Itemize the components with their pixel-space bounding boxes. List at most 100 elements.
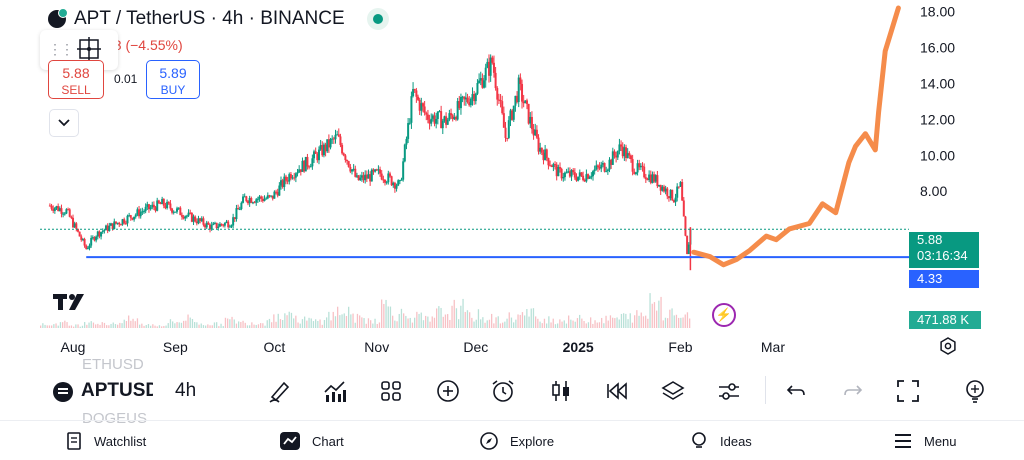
candle-body [189,212,192,214]
add-plus-icon[interactable] [435,378,461,404]
idea-bulb-icon[interactable] [962,378,988,404]
volume-bar [361,317,363,328]
alarm-clock-icon[interactable] [490,378,516,404]
volume-bar [436,308,438,328]
volume-bar [114,324,117,328]
volume-bar [249,325,251,328]
volume-bar [422,320,425,328]
drag-handle-icon[interactable]: ⋮⋮ [48,41,74,57]
candle-body [342,153,345,156]
layouts-grid-icon[interactable] [378,378,404,404]
volume-bar [257,324,260,328]
indicators-icon[interactable] [322,378,348,404]
volume-bar [286,315,288,328]
candle-body [367,174,370,179]
volume-bar [482,317,484,328]
candle-body [195,221,198,224]
hamburger-menu-icon [895,434,911,448]
candle-body [656,175,659,187]
volume-bar [392,315,394,328]
volume-bar [519,314,521,328]
volume-bar [642,316,645,328]
candle-body [233,217,236,220]
volume-bar [224,317,227,328]
candle-body [440,111,443,129]
candle-body [407,123,410,139]
candle-body [197,218,200,224]
candle-body [420,103,423,111]
candle-body [473,93,476,102]
candle-body [347,161,350,167]
sell-button[interactable]: 5.88 SELL [48,60,104,99]
candle-body [225,221,228,223]
volume-bar [163,325,165,328]
candle-body [118,222,121,225]
candle-body [468,102,471,106]
replay-rewind-icon[interactable] [604,378,630,404]
volume-bar [631,322,634,328]
undo-icon[interactable] [783,378,809,404]
volume-bar [431,316,433,328]
market-status-icon[interactable] [366,8,389,30]
volume-bar [110,323,112,328]
volume-bar [99,324,101,328]
volume-bar [656,310,658,328]
nav-ideas-label: Ideas [720,433,752,449]
redo-icon[interactable] [840,378,866,404]
buy-button[interactable]: 5.89 BUY [146,60,200,99]
volume-bar [605,315,607,328]
volume-bar [594,320,596,328]
volume-bar [356,313,359,328]
volume-bar [387,306,389,328]
lightning-event-icon[interactable]: ⚡ [712,303,736,327]
price-chart[interactable]: 18.00 16.00 14.00 12.00 10.00 8.00 Aug Sep Oct N… [0,0,1024,360]
symbol-header[interactable]: APT / TetherUS · 4h · BINANCE [48,8,389,30]
move-tool-icon[interactable] [76,36,102,62]
candle-body [616,151,619,158]
volume-bar [438,306,440,328]
candle-body [562,177,565,179]
candle-body [549,165,552,167]
volume-bar [231,316,233,328]
nav-explore[interactable]: Explore [480,422,554,460]
candles-chart-type-icon[interactable] [548,378,574,404]
chart-settings-icon[interactable] [939,337,957,355]
symbol-selector[interactable]: APTUSDT [81,380,153,401]
candle-body [451,115,454,120]
volume-bar [75,324,77,328]
volume-bar [66,322,68,328]
nav-menu[interactable]: Menu [894,422,957,460]
volume-bar [194,322,196,328]
candle-body [554,164,557,166]
symbol-title[interactable]: APT / TetherUS · 4h · BINANCE [74,8,345,29]
candle-body [248,198,251,204]
candle-body [76,228,79,232]
volume-bar [581,318,583,328]
fullscreen-icon[interactable] [895,378,921,404]
candle-body [578,172,581,177]
candle-body [481,78,484,88]
sell-label: SELL [61,83,91,97]
nav-watchlist[interactable]: Watchlist [66,422,146,460]
volume-bar [477,309,480,328]
brush-tool-icon[interactable] [267,378,293,404]
nav-chart[interactable]: Chart [280,422,344,460]
layers-icon[interactable] [660,378,686,404]
volume-bar [77,324,79,328]
candle-body [96,231,99,237]
volume-bar [141,323,143,328]
volume-bar [323,320,326,328]
collapse-button[interactable] [49,109,79,137]
candle-body [428,119,431,124]
candle-body [141,211,144,213]
candle-body [283,176,286,187]
candle-body [309,166,312,168]
nav-ideas[interactable]: Ideas [690,422,752,460]
interval-selector[interactable]: 4h [175,380,197,401]
volume-bar [180,322,183,328]
volume-bar [132,318,134,328]
volume-bar [134,321,136,328]
candle-body [423,106,426,113]
x-tick-label: Aug [61,339,86,355]
settings-sliders-icon[interactable] [716,378,742,404]
